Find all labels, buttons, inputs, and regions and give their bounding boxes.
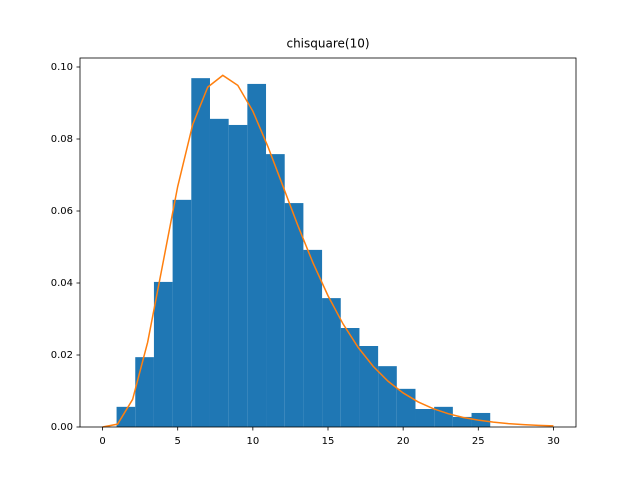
bar	[172, 199, 192, 427]
y-tick-label: 0.10	[51, 62, 73, 73]
bar	[434, 406, 453, 427]
y-tick-label: 0.00	[51, 422, 73, 433]
pdf-line	[102, 74, 554, 428]
y-tick-label: 0.06	[51, 206, 73, 217]
x-tick-label: 5	[175, 436, 181, 447]
bar	[340, 328, 360, 427]
bar	[247, 83, 267, 428]
bar	[135, 357, 154, 427]
bar	[228, 124, 248, 428]
bar	[452, 416, 472, 427]
bar	[266, 154, 285, 427]
x-tick-label: 0	[99, 436, 105, 447]
y-tick-label: 0.02	[51, 350, 73, 361]
x-tick-label: 10	[246, 436, 259, 447]
bar	[191, 78, 210, 427]
bar	[378, 366, 397, 427]
bar	[322, 298, 341, 427]
y-tick-label: 0.08	[51, 134, 73, 145]
x-tick-label: 15	[322, 436, 335, 447]
bar	[359, 346, 379, 427]
bar	[415, 409, 435, 427]
x-tick-label: 20	[397, 436, 410, 447]
bar	[116, 406, 136, 427]
y-tick-label: 0.04	[51, 278, 73, 289]
bar	[209, 118, 229, 427]
chart-title: chisquare(10)	[286, 37, 369, 51]
x-tick-label: 30	[547, 436, 560, 447]
bar	[153, 281, 173, 427]
x-tick-label: 25	[472, 436, 485, 447]
bar	[303, 249, 323, 427]
bar	[284, 203, 304, 427]
